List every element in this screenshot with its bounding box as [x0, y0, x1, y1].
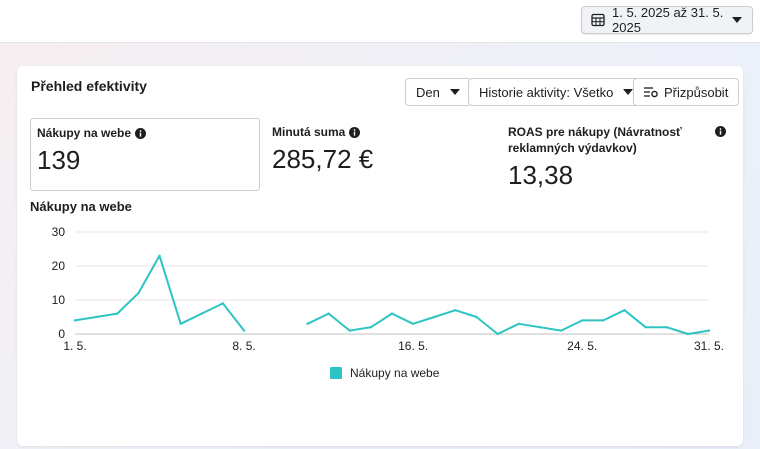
web-purchases-line-chart: 0 10 20 30 1. 5. 8. 5. 16. 5. 24. 5. 31. 5. [52, 225, 724, 353]
calendar-icon [591, 13, 605, 27]
customize-label: Přizpůsobit [664, 84, 729, 100]
data-point [327, 312, 330, 315]
y-tick-label: 30 [52, 225, 66, 239]
x-tick-label: 24. 5. [567, 339, 597, 353]
series-line-segment [307, 309, 710, 335]
metric-label-line1: ROAS pre nákupy (Návratnosť [508, 125, 682, 139]
data-point [496, 332, 499, 336]
metric-value: 13,38 [508, 160, 574, 190]
chart-title: Nákupy na webe [30, 199, 132, 214]
data-point [602, 319, 605, 322]
data-point [411, 322, 415, 325]
data-point [73, 319, 77, 322]
date-range-picker[interactable]: 1. 5. 2025 až 31. 5. 2025 [581, 5, 753, 35]
metric-value: 285,72 € [272, 144, 374, 174]
x-tick-label: 16. 5. [398, 339, 428, 353]
metric-label: Nákupy na webe [37, 126, 132, 140]
data-point [390, 312, 394, 315]
y-tick-label: 20 [52, 259, 66, 273]
x-tick-label: 31. 5. [694, 339, 724, 353]
x-tick-label: 1. 5. [63, 339, 86, 353]
metric-label: Minutá suma [272, 125, 346, 139]
chart-legend[interactable]: Nákupy na webe [330, 366, 439, 380]
x-tick-label: 8. 5. [232, 339, 255, 353]
series-line-segment [74, 254, 245, 332]
metric-label-line2: reklamných výdavkov) [508, 141, 637, 155]
data-point [200, 312, 203, 315]
info-icon[interactable] [135, 127, 147, 139]
data-point [369, 326, 373, 329]
data-point [116, 312, 119, 315]
info-icon[interactable] [715, 126, 726, 137]
data-point [475, 315, 478, 319]
legend-label: Nákupy na webe [350, 366, 440, 380]
data-point [665, 326, 668, 329]
date-range-label: 1. 5. 2025 až 31. 5. 2025 [612, 5, 724, 35]
chevron-down-icon [623, 89, 634, 95]
data-point [242, 329, 246, 332]
data-point [94, 315, 98, 319]
metric-roas[interactable]: ROAS pre nákupy (Návratnosť reklamných v… [508, 124, 728, 191]
data-point [517, 322, 520, 325]
data-point [644, 326, 647, 329]
metric-amount-spent[interactable]: Minutá suma 285,72 € [272, 124, 373, 175]
data-point [348, 329, 351, 332]
legend-swatch [330, 367, 342, 379]
data-point [179, 322, 182, 325]
card-title: Přehled efektivity [31, 78, 147, 94]
data-point [581, 319, 584, 322]
chevron-down-icon [732, 17, 742, 23]
y-tick-label: 10 [52, 293, 66, 307]
data-point [623, 309, 626, 312]
data-point [454, 309, 457, 312]
data-point [433, 315, 436, 319]
metric-web-purchases[interactable]: Nákupy na webe 139 [30, 118, 260, 191]
data-point [538, 326, 542, 329]
customize-button[interactable]: Přizpůsobit [633, 78, 740, 106]
data-point [559, 329, 563, 332]
granularity-dropdown[interactable]: Den [405, 78, 471, 106]
data-point [707, 329, 711, 332]
activity-history-dropdown[interactable]: Historie aktivity: Všetko [468, 78, 645, 106]
customize-icon [644, 86, 658, 98]
top-bar: 1. 5. 2025 až 31. 5. 2025 [0, 0, 760, 43]
activity-history-label: Historie aktivity: Všetko [479, 84, 614, 100]
performance-overview-card: Přehled efektivity Den Historie aktivity… [17, 66, 743, 446]
y-tick-label: 0 [58, 327, 65, 341]
chevron-down-icon [449, 89, 460, 95]
data-point [306, 322, 309, 325]
granularity-label: Den [416, 84, 440, 100]
data-point [221, 302, 225, 305]
data-point [158, 254, 161, 257]
data-point [137, 292, 140, 295]
data-point [686, 332, 690, 336]
metric-value: 139 [37, 145, 81, 175]
info-icon[interactable] [349, 126, 361, 138]
